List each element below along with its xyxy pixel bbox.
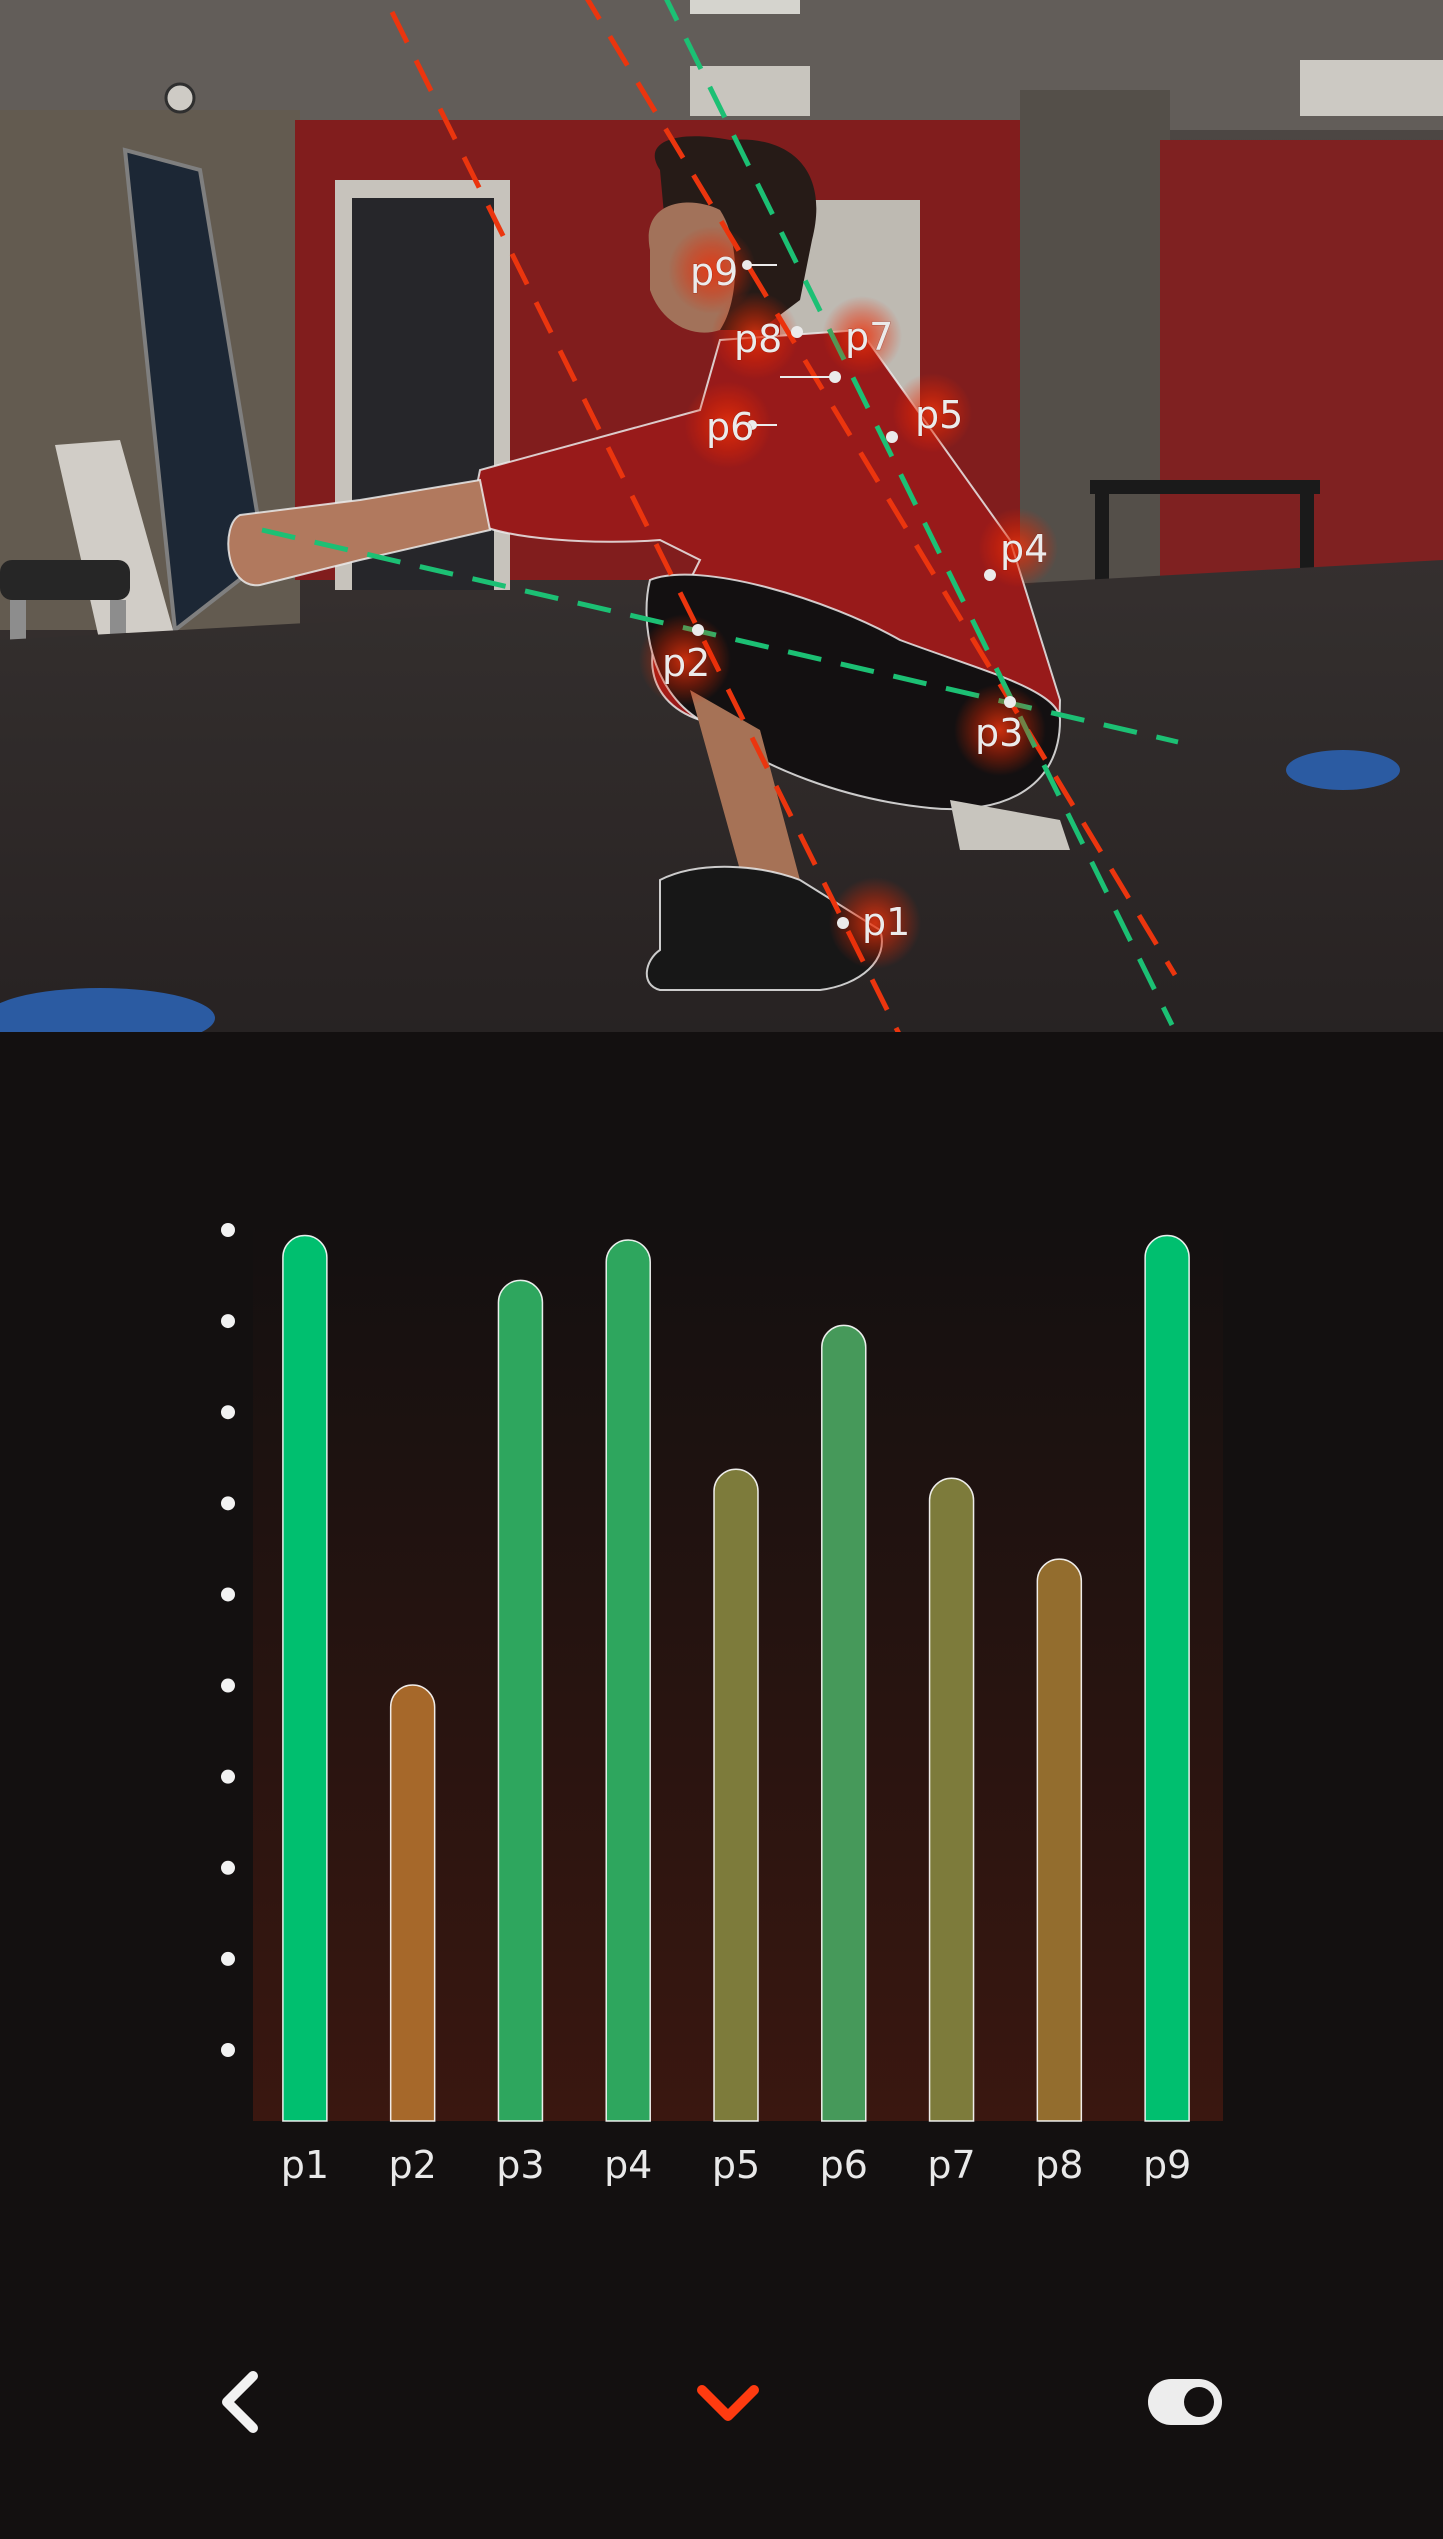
balance-pad bbox=[0, 988, 215, 1032]
x-label-p9: p9 bbox=[1143, 2143, 1191, 2187]
ceiling-light bbox=[1300, 60, 1443, 116]
y-tick-dot bbox=[221, 1951, 235, 1966]
glow bbox=[639, 614, 731, 706]
keypoint-label-p7: p7 bbox=[845, 315, 893, 359]
bar-p4[interactable] bbox=[605, 1239, 651, 2122]
arms bbox=[227, 478, 492, 587]
guide-line-shin bbox=[389, 10, 901, 1032]
keypoint-dot bbox=[692, 624, 704, 636]
y-tick-dot bbox=[221, 1405, 235, 1420]
keypoint-dot bbox=[791, 326, 803, 338]
glow bbox=[978, 508, 1058, 588]
clock-icon bbox=[164, 82, 196, 114]
bar-p6[interactable] bbox=[821, 1324, 867, 2122]
balance-pad bbox=[1286, 750, 1400, 790]
keypoint-label-p5: p5 bbox=[915, 393, 963, 437]
y-tick-dot bbox=[221, 1496, 235, 1511]
keypoint-dot bbox=[886, 431, 898, 443]
shin bbox=[690, 690, 830, 935]
bar-p1[interactable] bbox=[282, 1234, 328, 2122]
x-label-p8: p8 bbox=[1035, 2143, 1083, 2187]
keypoint-dot bbox=[1004, 696, 1016, 708]
x-label-p2: p2 bbox=[389, 2143, 437, 2187]
y-tick-dot bbox=[221, 1678, 235, 1693]
bar-p3[interactable] bbox=[497, 1279, 544, 2122]
rack bbox=[1090, 480, 1320, 494]
x-label-p7: p7 bbox=[927, 2143, 975, 2187]
back-button[interactable] bbox=[200, 2352, 280, 2452]
keypoint-label-p6: p6 bbox=[706, 405, 754, 449]
squat-photo-panel: p1 p2 p3 p4 p5 p6 p7 p8 bbox=[0, 0, 1443, 1032]
glow bbox=[668, 226, 756, 314]
toggle-switch-icon bbox=[1148, 2379, 1222, 2425]
x-label-p6: p6 bbox=[820, 2143, 868, 2187]
bar-p2[interactable] bbox=[389, 1684, 436, 2122]
keypoint-label-p1: p1 bbox=[862, 900, 910, 944]
keypoint-dot bbox=[984, 569, 996, 581]
keypoint-label-p8: p8 bbox=[734, 317, 782, 361]
photo-dim-overlay bbox=[0, 0, 1443, 1032]
keypoint-label-p2: p2 bbox=[662, 641, 710, 685]
y-tick-dot bbox=[221, 1587, 235, 1602]
guide-line-back bbox=[585, 0, 1178, 977]
chevron-left-icon bbox=[222, 2371, 258, 2433]
glow bbox=[892, 373, 972, 453]
y-tick-dot bbox=[221, 1223, 235, 1237]
bars bbox=[282, 1234, 1190, 2122]
x-label-p5: p5 bbox=[712, 2143, 760, 2187]
glow bbox=[822, 296, 902, 376]
ceiling-light bbox=[690, 0, 800, 14]
keypoint-label-p4: p4 bbox=[1000, 527, 1048, 571]
view-toggle-switch[interactable] bbox=[1140, 2362, 1230, 2442]
glow bbox=[829, 877, 921, 969]
keypoint-label-p9: p9 bbox=[690, 250, 738, 294]
x-label-p4: p4 bbox=[604, 2143, 652, 2187]
guide-line-torso bbox=[664, 0, 1175, 1027]
bar-p7[interactable] bbox=[928, 1477, 975, 2122]
glow bbox=[711, 292, 799, 380]
glow bbox=[684, 381, 772, 469]
x-label-p3: p3 bbox=[496, 2143, 544, 2187]
bench bbox=[0, 560, 130, 600]
y-tick-dot bbox=[221, 2043, 235, 2057]
y-tick-dot bbox=[221, 1314, 235, 1329]
expand-button[interactable] bbox=[680, 2352, 775, 2452]
bar-p9[interactable] bbox=[1144, 1234, 1190, 2122]
x-label-p1: p1 bbox=[281, 2143, 329, 2187]
chart-panel: p1 p2 p3 p4 p5 p6 p7 p8 p9 bbox=[0, 1032, 1443, 2312]
bar-p8[interactable] bbox=[1036, 1558, 1083, 2122]
keypoints: p1 p2 p3 p4 p5 p6 p7 p8 bbox=[639, 226, 1058, 969]
bottom-navigation bbox=[0, 2312, 1443, 2539]
score-bar-chart: p1 p2 p3 p4 p5 p6 p7 p8 p9 bbox=[221, 1222, 1223, 2187]
keypoint-dot bbox=[837, 917, 849, 929]
squat-analysis-image: p1 p2 p3 p4 p5 p6 p7 p8 bbox=[0, 0, 1443, 1032]
glow bbox=[954, 684, 1046, 776]
y-tick-dot bbox=[221, 1769, 235, 1784]
bar-p5[interactable] bbox=[713, 1468, 759, 2122]
foam-block bbox=[950, 800, 1070, 850]
keypoint-label-p3: p3 bbox=[975, 711, 1023, 755]
x-axis-labels: p1 p2 p3 p4 p5 p6 p7 p8 p9 bbox=[281, 2143, 1192, 2187]
chevron-down-icon bbox=[696, 2385, 759, 2421]
whiteboard bbox=[55, 440, 180, 665]
y-tick-dot bbox=[221, 1860, 235, 1875]
y-axis-ticks bbox=[221, 1223, 235, 2057]
